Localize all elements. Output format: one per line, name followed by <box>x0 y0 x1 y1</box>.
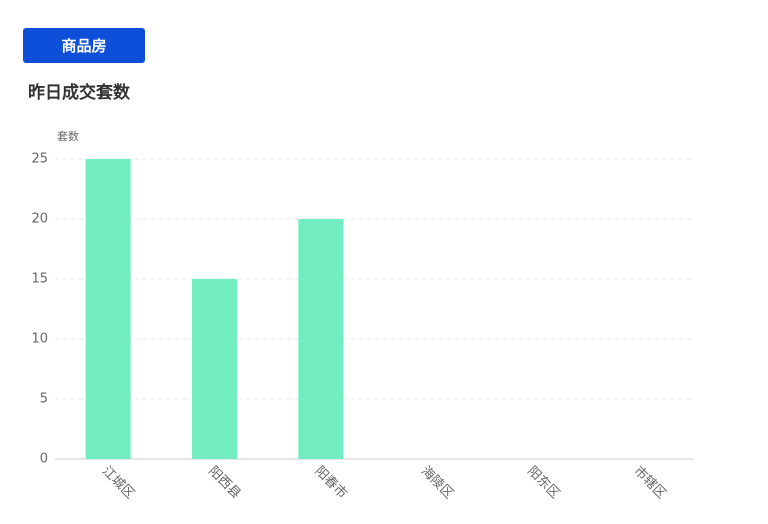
bar <box>192 279 237 459</box>
x-tick-label: 阳东区 <box>524 464 562 502</box>
y-tick-label: 5 <box>40 392 48 407</box>
bar <box>85 159 131 459</box>
tab-button[interactable]: 商品房 <box>23 28 145 63</box>
y-tick-label: 15 <box>31 272 48 287</box>
y-tick-label: 25 <box>31 152 48 167</box>
x-tick-label: 海陵区 <box>418 464 456 502</box>
x-tick-label: 市辖区 <box>631 463 670 502</box>
chart-title: 昨日成交套数 <box>28 82 131 103</box>
x-tick-label: 阳春市 <box>312 463 351 502</box>
y-axis-label: 套数 <box>57 130 79 143</box>
x-tick-label: 阳西县 <box>205 464 243 502</box>
y-tick-label: 0 <box>40 452 48 467</box>
bar <box>298 219 344 459</box>
x-tick-label: 江城区 <box>99 464 137 502</box>
y-tick-label: 10 <box>31 332 48 347</box>
y-tick-label: 20 <box>31 212 48 227</box>
